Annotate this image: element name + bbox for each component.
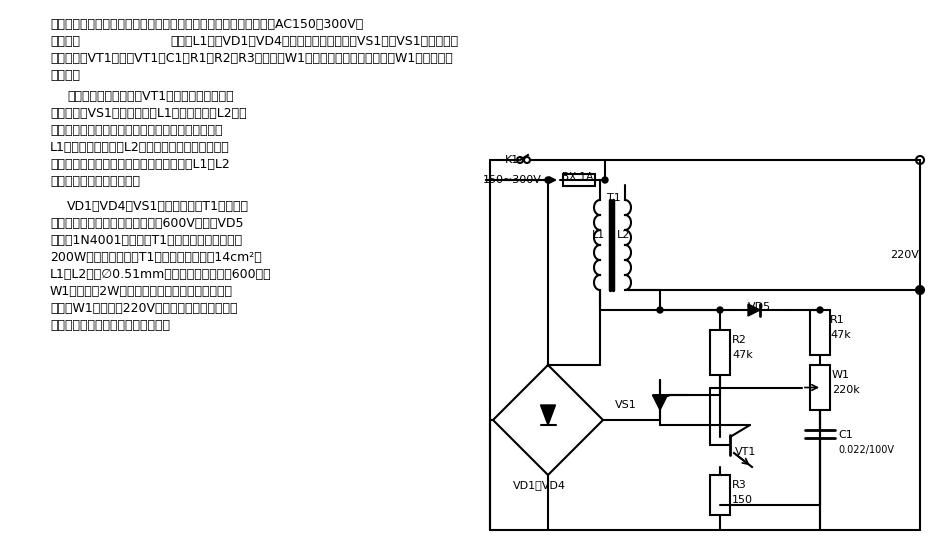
Text: 本稳压器电路简单，没有触点，电压调整准确快捷，适用范围很宽：AC150～300V。: 本稳压器电路简单，没有触点，电压调整准确快捷，适用范围很宽：AC150～300V… — [50, 18, 363, 31]
Text: 定，且要有较大的余量，耐压均在600V以上。VD5: 定，且要有较大的余量，耐压均在600V以上。VD5 — [50, 217, 244, 230]
Text: C1: C1 — [838, 430, 853, 440]
Text: 150: 150 — [732, 495, 753, 505]
Circle shape — [917, 287, 923, 293]
Text: R2: R2 — [732, 335, 747, 345]
Text: 当输入电压升高，加在VT1上的电压相应升高，: 当输入电压升高，加在VT1上的电压相应升高， — [67, 90, 234, 103]
Text: 可选用1N4001，变压器T1需自制，若制作容量为: 可选用1N4001，变压器T1需自制，若制作容量为 — [50, 234, 242, 247]
Text: 保持输出电压恒定。由于采用了全桥整流，L1和L2: 保持输出电压恒定。由于采用了全桥整流，L1和L2 — [50, 158, 230, 171]
Polygon shape — [748, 304, 760, 316]
Text: W1最好选用2W以上的电位器。接好电路后，调整: W1最好选用2W以上的电位器。接好电路后，调整 — [50, 285, 233, 298]
Text: VT1: VT1 — [735, 447, 756, 457]
Text: K1: K1 — [505, 155, 520, 165]
Text: 电路如图: 电路如图 — [50, 35, 80, 48]
Polygon shape — [540, 405, 555, 425]
Text: 市电经L1进入VD1～VD4的全桥整流加在晶闸管VS1上，VS1的导通角受: 市电经L1进入VD1～VD4的全桥整流加在晶闸管VS1上，VS1的导通角受 — [170, 35, 458, 48]
Text: 47k: 47k — [830, 330, 851, 340]
FancyBboxPatch shape — [563, 174, 595, 186]
Text: 振荡加快，VS1导通角减小，L1上电压下降，L2上电: 振荡加快，VS1导通角减小，L1上电压下降，L2上电 — [50, 107, 247, 120]
Text: 荡周期。: 荡周期。 — [50, 69, 80, 82]
Text: 0.022/100V: 0.022/100V — [838, 445, 894, 455]
FancyBboxPatch shape — [810, 310, 830, 355]
Text: R3: R3 — [732, 480, 747, 490]
FancyBboxPatch shape — [710, 330, 730, 375]
Text: 47k: 47k — [732, 350, 753, 360]
Circle shape — [817, 307, 823, 313]
Text: 单结晶体管VT1控制。VT1、C1、R1、R2、R3和电位器W1组成一个张弛振荡器，改变W1可以改变振: 单结晶体管VT1控制。VT1、C1、R1、R2、R3和电位器W1组成一个张弛振荡… — [50, 52, 453, 65]
Text: VD5: VD5 — [748, 302, 771, 312]
Circle shape — [717, 307, 723, 313]
FancyBboxPatch shape — [710, 475, 730, 515]
Text: VD1～VD4和VS1的电流应根据T1的容量选: VD1～VD4和VS1的电流应根据T1的容量选 — [67, 200, 249, 213]
Text: VD1～VD4: VD1～VD4 — [513, 480, 566, 490]
Text: R1: R1 — [830, 315, 845, 325]
FancyBboxPatch shape — [810, 365, 830, 410]
Text: BX 1A: BX 1A — [562, 172, 593, 182]
Text: 200W左右的稳压器，T1的铁心截面积约为14cm²，: 200W左右的稳压器，T1的铁心截面积约为14cm²， — [50, 251, 262, 264]
Text: 220V: 220V — [890, 250, 919, 260]
Text: 检查线路有无接错或元件是否正常。: 检查线路有无接错或元件是否正常。 — [50, 319, 170, 332]
Polygon shape — [653, 395, 668, 410]
Text: 上的电压都保持了正弦波。: 上的电压都保持了正弦波。 — [50, 175, 140, 188]
Text: T1: T1 — [607, 193, 621, 203]
Text: VS1: VS1 — [615, 400, 637, 410]
Text: L1、L2均用∅0.51mm的高强度漆包线各绕600匝。: L1、L2均用∅0.51mm的高强度漆包线各绕600匝。 — [50, 268, 272, 281]
Circle shape — [602, 177, 608, 183]
Text: 压下降，输出电压下降；反之，当输入电压降低时，: 压下降，输出电压下降；反之，当输入电压降低时， — [50, 124, 222, 137]
Text: L1: L1 — [592, 230, 605, 240]
Circle shape — [545, 177, 551, 183]
Text: 150~300V: 150~300V — [483, 175, 542, 185]
Circle shape — [657, 307, 663, 313]
Text: 220k: 220k — [832, 385, 860, 395]
Text: W1: W1 — [832, 370, 850, 380]
Text: L2: L2 — [617, 230, 630, 240]
Text: 电位器W1使输出为220V，如果不能正常调节就要: 电位器W1使输出为220V，如果不能正常调节就要 — [50, 302, 237, 315]
Text: L1上的电压上升，经L2耦合后的电压也上升，这就: L1上的电压上升，经L2耦合后的电压也上升，这就 — [50, 141, 230, 154]
